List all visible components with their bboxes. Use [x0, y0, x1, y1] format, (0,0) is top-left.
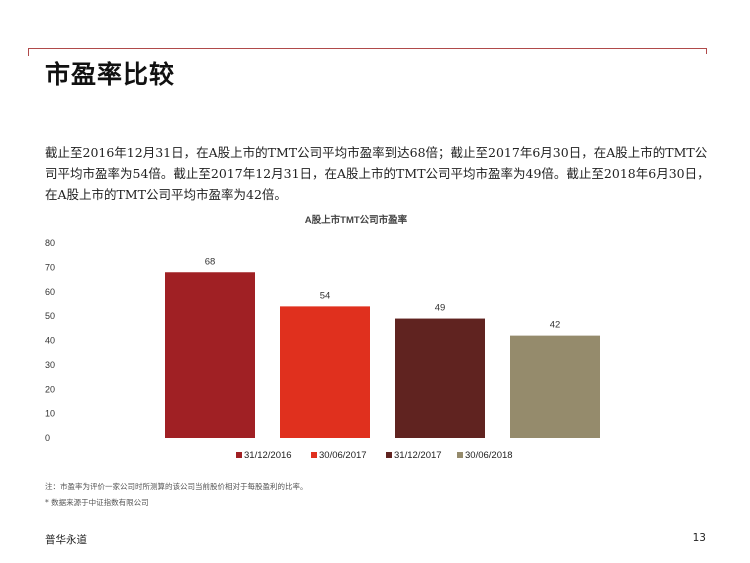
legend: 31/12/2016 30/06/2017 31/12/2017 30/06/2018 — [236, 450, 513, 461]
legend-swatch — [457, 452, 463, 458]
top-rule-left-tick — [28, 48, 29, 56]
page-title: 市盈率比较 — [45, 60, 176, 89]
y-axis: 0 10 20 30 40 50 60 70 80 — [45, 238, 55, 443]
data-label: 49 — [435, 303, 446, 314]
legend-label: 30/06/2017 — [319, 450, 367, 461]
data-label: 68 — [205, 256, 216, 267]
footnote-source: * 数据来源于中证指数有限公司 — [45, 498, 149, 507]
y-tick-label: 10 — [45, 409, 55, 419]
footnote-definition: 注：市盈率为评价一家公司时所测算的该公司当前股价相对于每股盈利的比率。 — [45, 482, 308, 491]
chart-title: A股上市TMT公司市盈率 — [305, 214, 408, 226]
bars: 68 54 49 42 — [165, 256, 600, 438]
y-tick-label: 40 — [45, 336, 55, 346]
y-tick-label: 80 — [45, 238, 55, 248]
y-tick-label: 70 — [45, 262, 55, 272]
legend-label: 31/12/2017 — [394, 450, 442, 461]
data-label: 54 — [320, 290, 331, 301]
bar — [510, 335, 600, 438]
legend-swatch — [311, 452, 317, 458]
legend-swatch — [236, 452, 242, 458]
legend-label: 30/06/2018 — [465, 450, 513, 461]
footer-brand: 普华永道 — [45, 534, 87, 546]
bar — [165, 272, 255, 438]
y-tick-label: 60 — [45, 287, 55, 297]
bar — [280, 306, 370, 438]
data-label: 42 — [550, 320, 561, 331]
legend-swatch — [386, 452, 392, 458]
page-number: 13 — [692, 532, 706, 544]
legend-label: 31/12/2016 — [244, 450, 292, 461]
top-rule — [28, 48, 707, 49]
y-tick-label: 30 — [45, 360, 55, 370]
top-rule-right-tick — [706, 48, 707, 54]
bar — [395, 318, 485, 438]
y-tick-label: 0 — [45, 433, 50, 443]
intro-paragraph: 截止至2016年12月31日，在A股上市的TMT公司平均市盈率到达68倍；截止至… — [45, 145, 710, 202]
y-tick-label: 20 — [45, 384, 55, 394]
y-tick-label: 50 — [45, 311, 55, 321]
